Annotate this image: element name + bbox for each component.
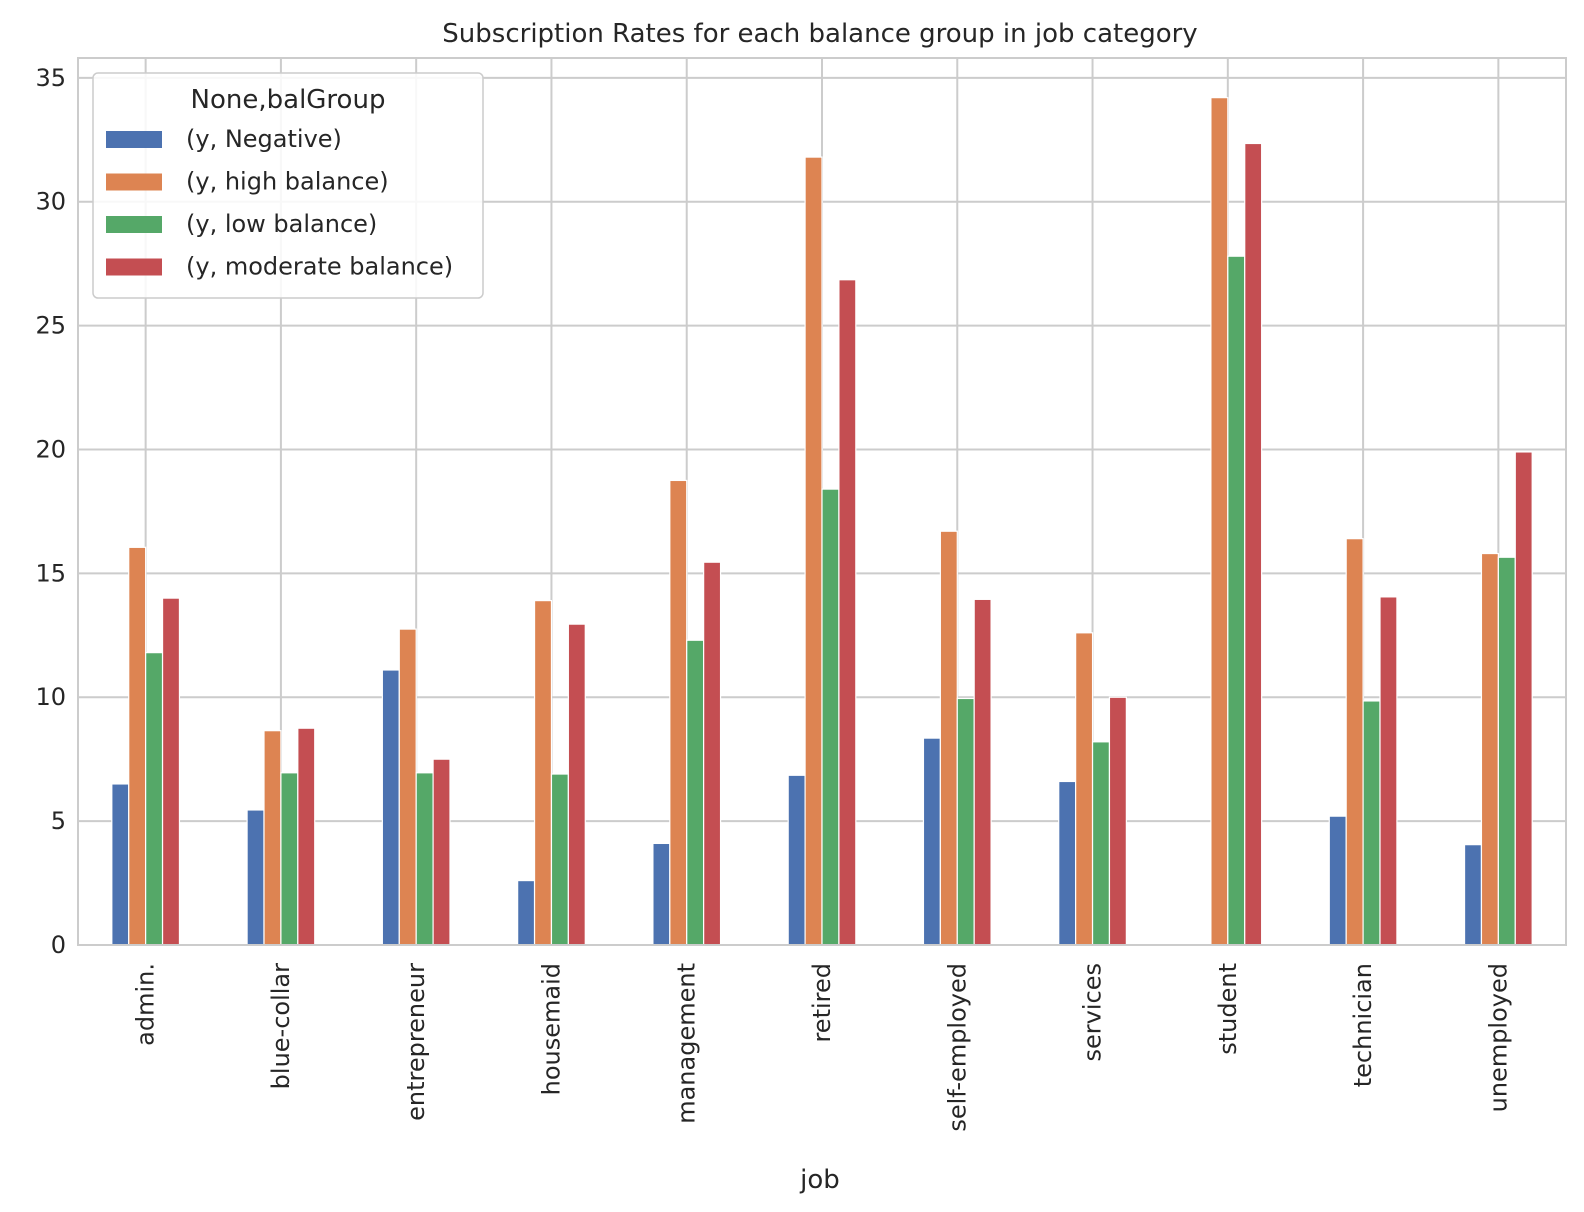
legend-entry-label: (y, high balance) bbox=[186, 168, 389, 196]
bar-management-series-4 bbox=[703, 561, 722, 946]
plot-area-frame bbox=[77, 57, 1567, 946]
bar-self-employed-series-4 bbox=[973, 598, 992, 946]
bar-services-series-3 bbox=[1091, 741, 1111, 946]
bar-services-series-1 bbox=[1058, 780, 1077, 946]
y-tick-label: 30 bbox=[35, 188, 66, 216]
legend-box bbox=[92, 72, 484, 299]
y-tick-label: 25 bbox=[35, 312, 66, 340]
bar-admin-series-3 bbox=[145, 652, 164, 946]
legend-items: (y, Negative) (y, high balance) (y, low ba… bbox=[106, 125, 453, 281]
legend-swatch bbox=[106, 131, 162, 148]
bar-unemployed-series-1 bbox=[1463, 844, 1483, 946]
bar-management-series-2 bbox=[669, 479, 688, 946]
bar-housemaid-series-2 bbox=[533, 600, 553, 946]
bar-unemployed-series-2 bbox=[1480, 552, 1499, 946]
bar-unemployed-series-3 bbox=[1497, 556, 1516, 946]
legend: None,balGroup (y, Negative) (y, high bala… bbox=[92, 72, 484, 299]
bar-housemaid-series-3 bbox=[550, 773, 569, 946]
bar-housemaid-series-1 bbox=[517, 879, 536, 946]
x-tick-label: entrepreneur bbox=[402, 963, 430, 1121]
bar-technician-series-1 bbox=[1328, 815, 1347, 946]
x-tick-label: retired bbox=[808, 963, 836, 1043]
bar-management-series-1 bbox=[652, 842, 671, 946]
legend-swatch bbox=[106, 173, 162, 191]
bar-technician-series-3 bbox=[1362, 700, 1381, 946]
y-axis-ticks: 0 5 10 15 20 25 30 35 bbox=[35, 64, 66, 959]
x-axis-ticks: admin. blue-collar entrepreneur housemaid ma… bbox=[132, 963, 1513, 1132]
bar-management-series-3 bbox=[686, 639, 705, 946]
bar-entrepreneur-series-1 bbox=[381, 669, 400, 946]
bars bbox=[111, 97, 1533, 946]
bar-admin-series-1 bbox=[111, 783, 130, 946]
bar-blue-collar-series-4 bbox=[297, 727, 316, 946]
bar-self-employed-series-2 bbox=[939, 530, 958, 946]
x-tick-label: self-employed bbox=[943, 963, 971, 1132]
y-tick-label: 10 bbox=[35, 683, 66, 711]
bar-student-series-4 bbox=[1244, 142, 1263, 946]
bar-self-employed-series-1 bbox=[922, 737, 941, 946]
bar-technician-series-4 bbox=[1379, 596, 1398, 946]
legend-title: None,balGroup bbox=[191, 85, 386, 115]
bar-services-series-2 bbox=[1075, 632, 1094, 946]
bar-blue-collar-series-1 bbox=[246, 809, 265, 946]
legend-entry-label: (y, Negative) bbox=[186, 125, 342, 153]
bar-retired-series-1 bbox=[787, 774, 806, 946]
bar-student-series-2 bbox=[1210, 97, 1229, 946]
bar-admin-series-4 bbox=[161, 597, 181, 946]
y-tick-label: 35 bbox=[35, 64, 66, 92]
y-tick-label: 20 bbox=[35, 435, 66, 463]
bar-entrepreneur-series-4 bbox=[432, 758, 451, 946]
x-tick-label: management bbox=[673, 963, 701, 1124]
bar-unemployed-series-4 bbox=[1514, 451, 1533, 946]
x-tick-label: unemployed bbox=[1484, 963, 1512, 1112]
bar-retired-series-2 bbox=[804, 156, 823, 946]
bar-entrepreneur-series-3 bbox=[415, 772, 434, 946]
legend-entry-label: (y, moderate balance) bbox=[186, 253, 453, 281]
legend-entry-label: (y, low balance) bbox=[186, 210, 377, 238]
bar-housemaid-series-4 bbox=[567, 623, 586, 946]
bar-technician-series-2 bbox=[1345, 538, 1364, 946]
x-tick-label: blue-collar bbox=[267, 963, 295, 1089]
chart-title: Subscription Rates for each balance grou… bbox=[442, 19, 1197, 49]
y-tick-label: 5 bbox=[51, 807, 66, 835]
x-tick-label: student bbox=[1214, 963, 1242, 1055]
x-tick-label: services bbox=[1079, 963, 1107, 1061]
x-tick-label: technician bbox=[1349, 963, 1377, 1087]
bar-entrepreneur-series-2 bbox=[398, 628, 417, 946]
bar-self-employed-series-3 bbox=[956, 697, 975, 946]
bar-retired-series-4 bbox=[838, 279, 857, 946]
x-tick-label: housemaid bbox=[537, 963, 565, 1095]
y-tick-label: 15 bbox=[35, 559, 66, 587]
legend-swatch bbox=[106, 258, 162, 276]
x-tick-label: admin. bbox=[132, 963, 160, 1046]
x-axis-label: job bbox=[799, 1165, 840, 1195]
y-tick-label: 0 bbox=[51, 931, 66, 959]
bar-blue-collar-series-2 bbox=[263, 730, 282, 946]
bar-student-series-3 bbox=[1227, 255, 1246, 946]
bar-blue-collar-series-3 bbox=[280, 772, 299, 946]
bar-admin-series-2 bbox=[128, 546, 147, 946]
bar-retired-series-3 bbox=[821, 488, 840, 946]
legend-swatch bbox=[106, 216, 162, 233]
bar-services-series-4 bbox=[1108, 696, 1127, 946]
